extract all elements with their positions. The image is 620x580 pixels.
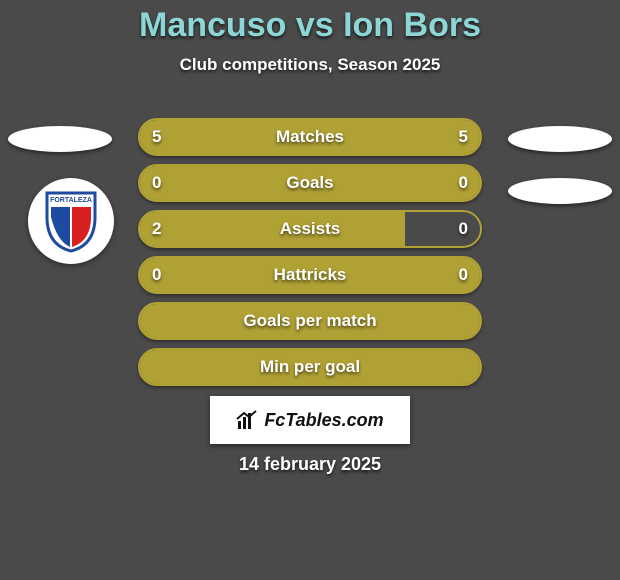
right-player-photo-slot-1 (508, 126, 612, 152)
stat-value-right: 5 (459, 120, 468, 154)
player-placeholder-ellipse (508, 178, 612, 204)
stat-label: Goals (140, 166, 480, 200)
left-club-badge: FORTALEZA (28, 178, 114, 264)
stat-value-right: 0 (459, 258, 468, 292)
date-text: 14 february 2025 (0, 454, 620, 475)
stat-value-left: 0 (152, 166, 161, 200)
stats-column: Matches55Goals00Assists20Hattricks00Goal… (138, 118, 482, 394)
stat-value-right: 0 (459, 166, 468, 200)
player-placeholder-ellipse (8, 126, 112, 152)
stat-row: Hattricks0 0 (138, 256, 482, 294)
stat-row: Matches5 5 (138, 118, 482, 156)
stat-label: Hattricks (140, 258, 480, 292)
player-placeholder-ellipse (508, 126, 612, 152)
branding-badge: FcTables.com (210, 396, 410, 444)
page-title: Mancuso vs Ion Bors (0, 6, 620, 45)
stat-row: Goals per match (138, 302, 482, 340)
stat-row: Assists2 0 (138, 210, 482, 248)
svg-text:FORTALEZA: FORTALEZA (50, 197, 92, 204)
stat-row: Min per goal (138, 348, 482, 386)
stat-value-right: 0 (459, 212, 468, 246)
comparison-card: Mancuso vs Ion Bors Club competitions, S… (0, 0, 620, 580)
right-player-photo-slot-2 (508, 178, 612, 204)
chart-icon (236, 409, 258, 431)
page-subtitle: Club competitions, Season 2025 (0, 55, 620, 75)
stat-value-left: 2 (152, 212, 161, 246)
stat-value-left: 5 (152, 120, 161, 154)
stat-label: Min per goal (140, 350, 480, 384)
left-player-photo-slot (8, 126, 112, 152)
stat-label: Goals per match (140, 304, 480, 338)
fortaleza-shield-icon: FORTALEZA (43, 189, 99, 253)
stat-label: Matches (140, 120, 480, 154)
stat-value-left: 0 (152, 258, 161, 292)
stat-row: Goals0 0 (138, 164, 482, 202)
branding-text: FcTables.com (264, 410, 383, 431)
stat-label: Assists (140, 212, 480, 246)
